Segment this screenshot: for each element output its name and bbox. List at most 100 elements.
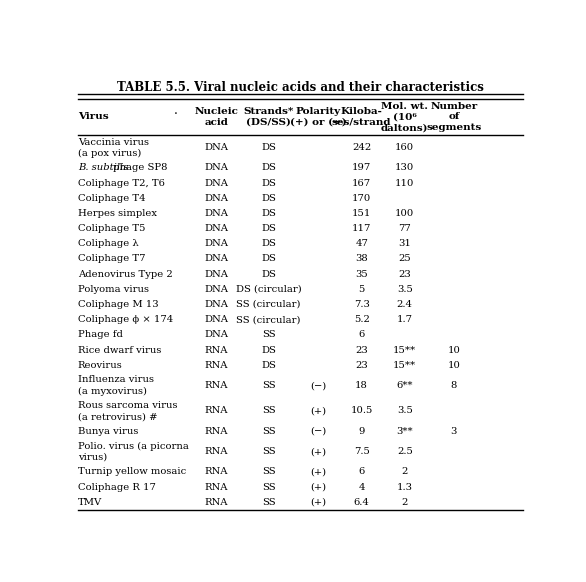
Text: Vaccinia virus: Vaccinia virus <box>78 137 149 147</box>
Text: Bunya virus: Bunya virus <box>78 427 138 436</box>
Text: 15**: 15** <box>393 346 416 354</box>
Text: 35: 35 <box>355 269 368 279</box>
Text: Nucleic
acid: Nucleic acid <box>195 107 239 127</box>
Text: 1.7: 1.7 <box>397 315 413 324</box>
Text: RNA: RNA <box>205 406 228 416</box>
Text: DNA: DNA <box>205 224 229 233</box>
Text: 77: 77 <box>398 224 411 233</box>
Text: 4: 4 <box>359 482 365 492</box>
Text: 110: 110 <box>395 179 414 187</box>
Text: RNA: RNA <box>205 467 228 477</box>
Text: 6.4: 6.4 <box>354 498 370 507</box>
Text: 5.2: 5.2 <box>354 315 370 324</box>
Text: (a myxovirus): (a myxovirus) <box>78 386 146 396</box>
Text: DS: DS <box>261 179 276 187</box>
Text: DS: DS <box>261 143 276 152</box>
Text: 7.5: 7.5 <box>354 447 370 456</box>
Text: (a pox virus): (a pox virus) <box>78 148 141 158</box>
Text: 15**: 15** <box>393 361 416 370</box>
Text: 23: 23 <box>398 269 411 279</box>
Text: 38: 38 <box>355 254 368 264</box>
Text: 242: 242 <box>352 143 372 152</box>
Text: DNA: DNA <box>205 331 229 339</box>
Text: 1.3: 1.3 <box>397 482 413 492</box>
Text: Phage fd: Phage fd <box>78 331 122 339</box>
Text: SS: SS <box>262 467 275 477</box>
Text: 7.3: 7.3 <box>354 300 370 309</box>
Text: RNA: RNA <box>205 498 228 507</box>
Text: RNA: RNA <box>205 447 228 456</box>
Text: Rice dwarf virus: Rice dwarf virus <box>78 346 161 354</box>
Text: DNA: DNA <box>205 209 229 218</box>
Text: RNA: RNA <box>205 346 228 354</box>
Text: Influenza virus: Influenza virus <box>78 375 154 385</box>
Text: Turnip yellow mosaic: Turnip yellow mosaic <box>78 467 186 477</box>
Text: 170: 170 <box>352 194 372 203</box>
Text: (−): (−) <box>311 427 326 436</box>
Text: 100: 100 <box>395 209 414 218</box>
Text: (+): (+) <box>311 406 326 416</box>
Text: 47: 47 <box>355 239 368 249</box>
Text: Reovirus: Reovirus <box>78 361 122 370</box>
Text: (−): (−) <box>311 381 326 390</box>
Text: DS (circular): DS (circular) <box>236 285 301 294</box>
Text: DS: DS <box>261 269 276 279</box>
Text: Strands*
(DS/SS): Strands* (DS/SS) <box>243 107 294 127</box>
Text: Coliphage T2, T6: Coliphage T2, T6 <box>78 179 165 187</box>
Text: TMV: TMV <box>78 498 102 507</box>
Text: 5: 5 <box>359 285 365 294</box>
Text: DS: DS <box>261 224 276 233</box>
Text: DNA: DNA <box>205 179 229 187</box>
Text: DNA: DNA <box>205 194 229 203</box>
Text: SS: SS <box>262 406 275 416</box>
Text: TABLE 5.5. Viral nucleic acids and their characteristics: TABLE 5.5. Viral nucleic acids and their… <box>117 81 484 94</box>
Text: Polarity
(+) or (−): Polarity (+) or (−) <box>290 107 347 127</box>
Text: ·: · <box>173 108 178 121</box>
Text: Coliphage M 13: Coliphage M 13 <box>78 300 158 309</box>
Text: Coliphage R 17: Coliphage R 17 <box>78 482 156 492</box>
Text: Coliphage ϕ × 174: Coliphage ϕ × 174 <box>78 315 173 324</box>
Text: RNA: RNA <box>205 381 228 390</box>
Text: DS: DS <box>261 194 276 203</box>
Text: DS: DS <box>261 361 276 370</box>
Text: (+): (+) <box>311 447 326 456</box>
Text: 2.5: 2.5 <box>397 447 413 456</box>
Text: 167: 167 <box>352 179 371 187</box>
Text: 10: 10 <box>447 361 460 370</box>
Text: 117: 117 <box>352 224 372 233</box>
Text: 6: 6 <box>359 331 364 339</box>
Text: SS: SS <box>262 381 275 390</box>
Text: 10.5: 10.5 <box>350 406 373 416</box>
Text: DNA: DNA <box>205 164 229 172</box>
Text: 3**: 3** <box>397 427 413 436</box>
Text: 3: 3 <box>451 427 457 436</box>
Text: 2.4: 2.4 <box>397 300 413 309</box>
Text: 6**: 6** <box>397 381 413 390</box>
Text: 31: 31 <box>398 239 411 249</box>
Text: RNA: RNA <box>205 361 228 370</box>
Text: 9: 9 <box>359 427 365 436</box>
Text: DS: DS <box>261 254 276 264</box>
Text: 10: 10 <box>447 346 460 354</box>
Text: (+): (+) <box>311 498 326 507</box>
Text: B. subtilis: B. subtilis <box>78 164 128 172</box>
Text: 6: 6 <box>359 467 364 477</box>
Text: DNA: DNA <box>205 315 229 324</box>
Text: Polio. virus (a picorna: Polio. virus (a picorna <box>78 442 189 450</box>
Text: (a retrovirus) #: (a retrovirus) # <box>78 412 157 421</box>
Text: RNA: RNA <box>205 482 228 492</box>
Text: DNA: DNA <box>205 143 229 152</box>
Text: SS: SS <box>262 447 275 456</box>
Text: Virus: Virus <box>78 112 108 122</box>
Text: DNA: DNA <box>205 239 229 249</box>
Text: SS (circular): SS (circular) <box>236 300 301 309</box>
Text: Rous sarcoma virus: Rous sarcoma virus <box>78 401 178 410</box>
Text: RNA: RNA <box>205 427 228 436</box>
Text: Coliphage T4: Coliphage T4 <box>78 194 145 203</box>
Text: (+): (+) <box>311 482 326 492</box>
Text: 130: 130 <box>395 164 414 172</box>
Text: Herpes simplex: Herpes simplex <box>78 209 157 218</box>
Text: 18: 18 <box>355 381 368 390</box>
Text: DS: DS <box>261 209 276 218</box>
Text: DS: DS <box>261 346 276 354</box>
